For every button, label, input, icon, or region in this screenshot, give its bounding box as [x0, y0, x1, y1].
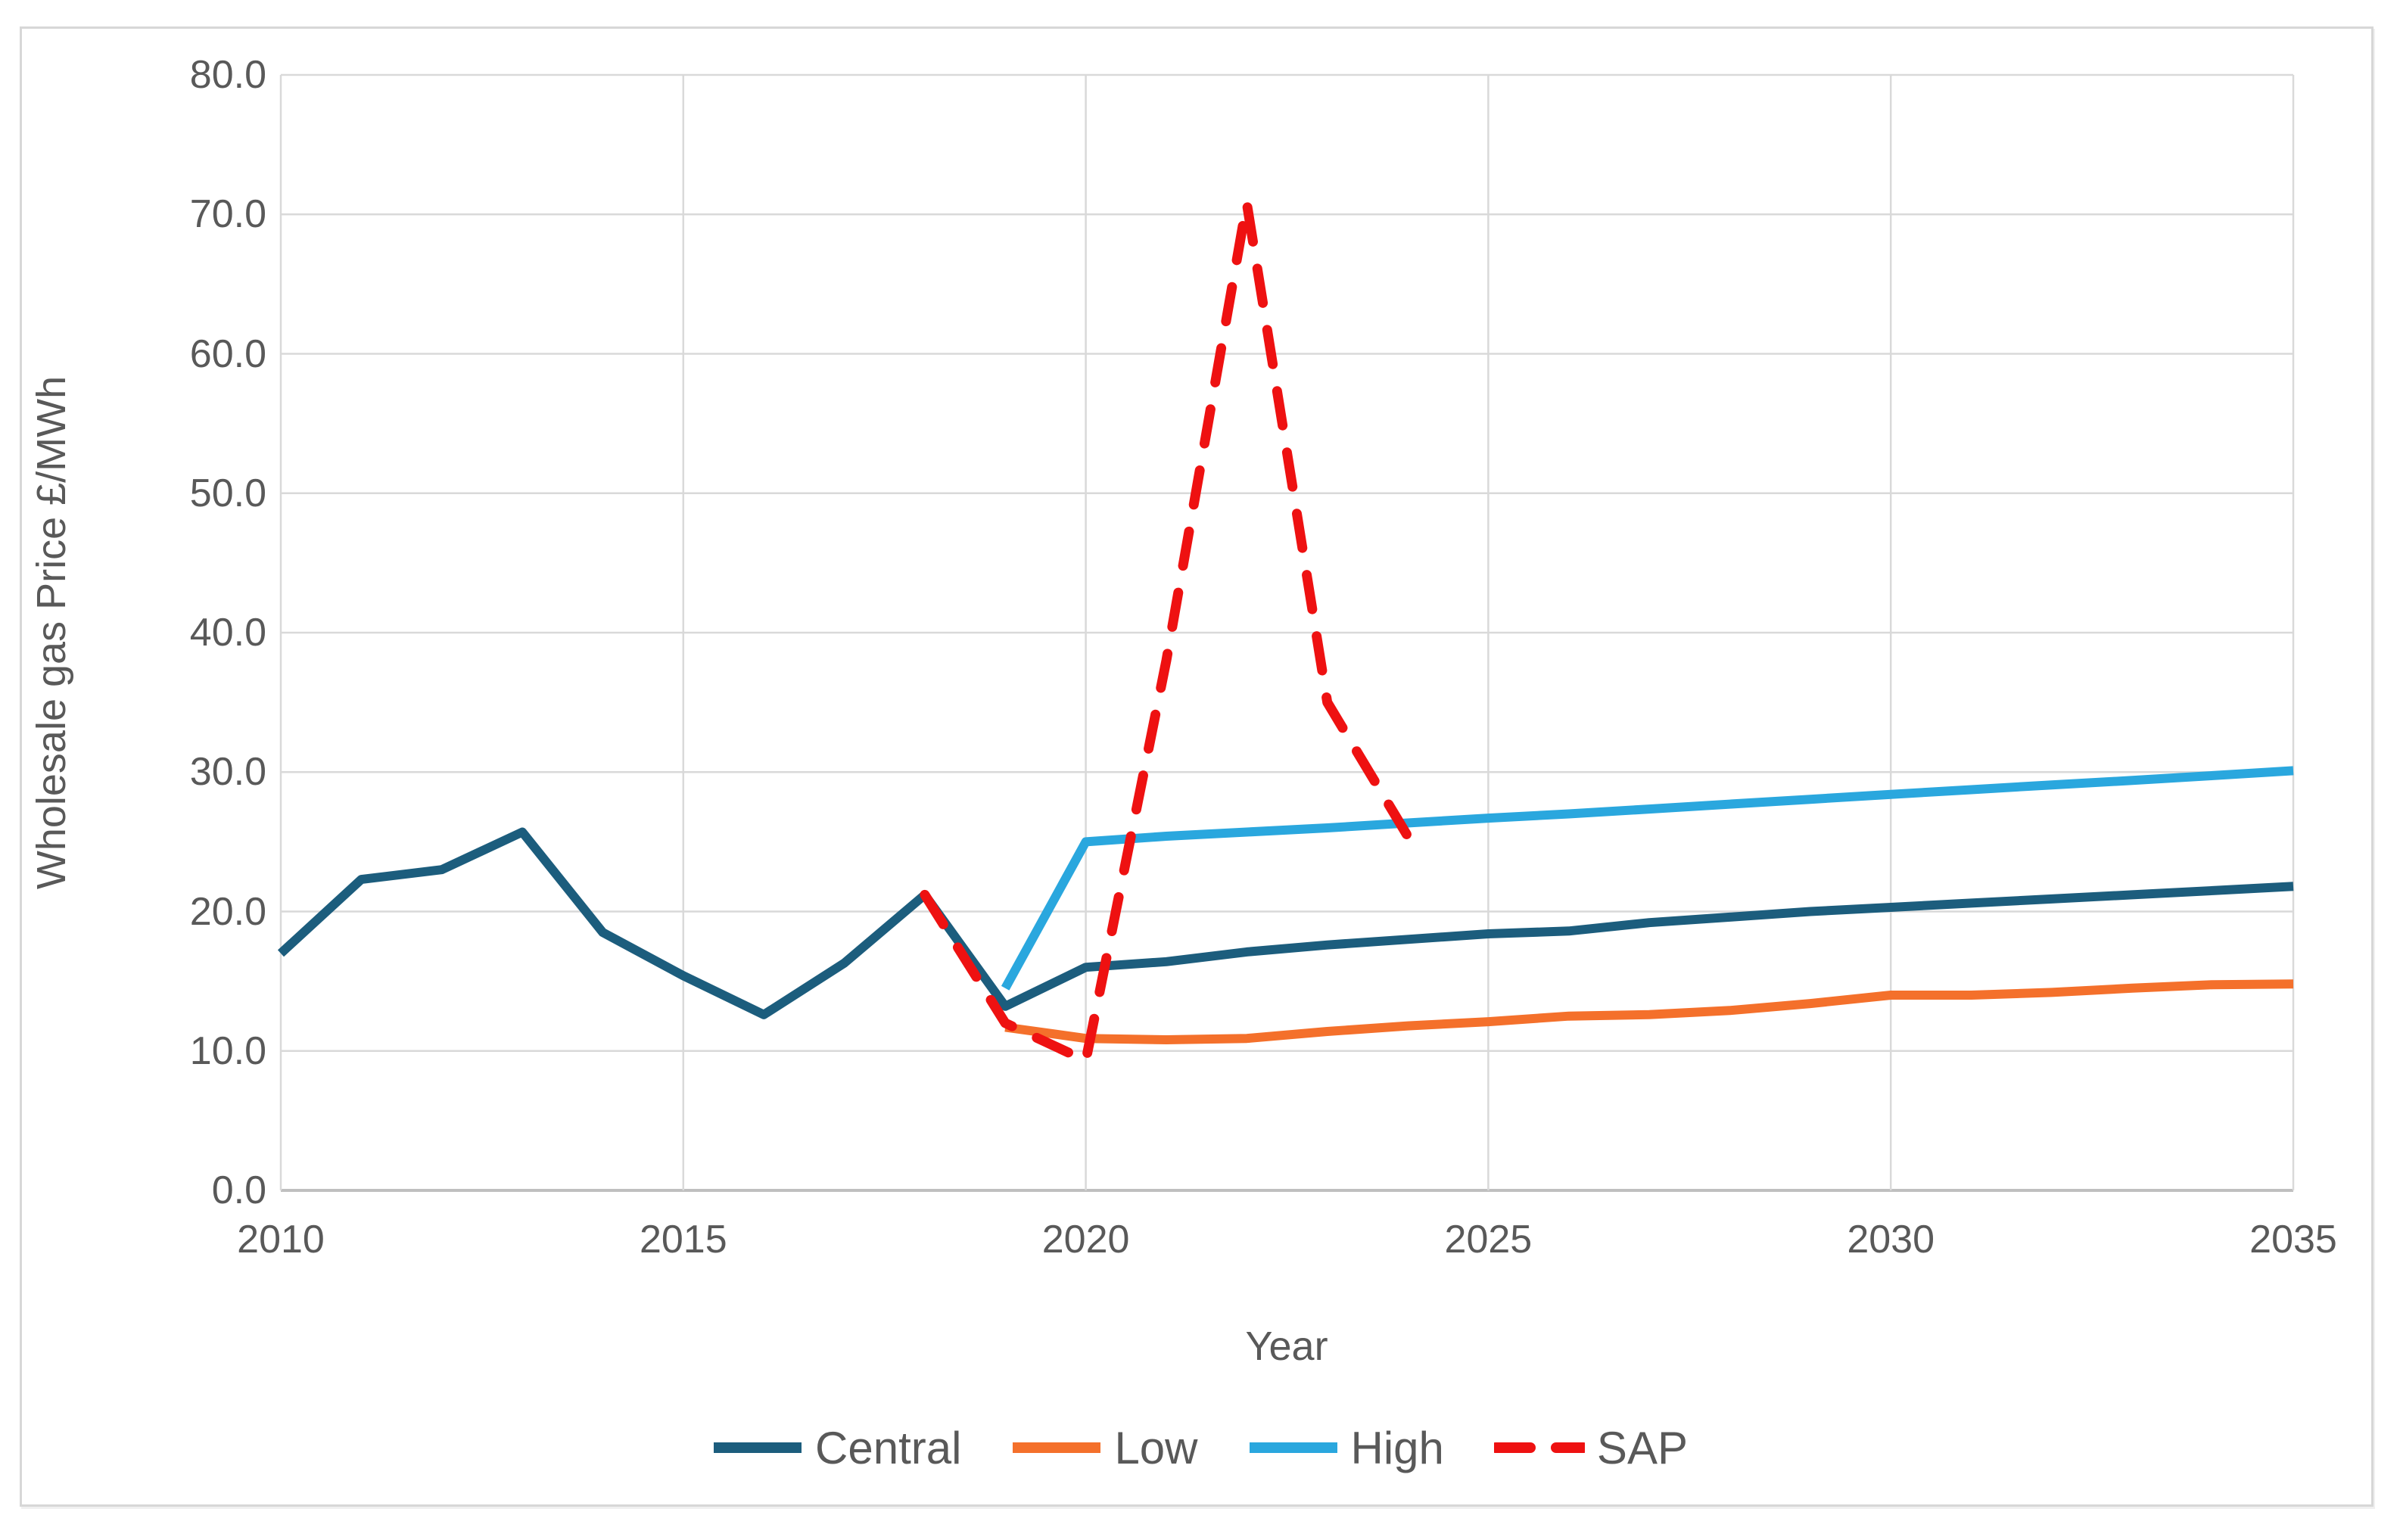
- y-tick-label-10.0: 10.0: [189, 1028, 266, 1073]
- y-tick-label-40.0: 40.0: [189, 611, 266, 655]
- legend-item-central: Central: [712, 1422, 961, 1474]
- legend-swatch-sap: [1493, 1442, 1585, 1453]
- y-tick-label-80.0: 80.0: [189, 53, 266, 97]
- legend-label-low: Low: [1114, 1422, 1198, 1473]
- x-tick-label-2015: 2015: [639, 1218, 727, 1262]
- legend-swatch-high: [1249, 1442, 1337, 1453]
- series-line-sap: [920, 198, 1413, 1066]
- x-tick-label-2020: 2020: [1041, 1218, 1130, 1262]
- x-tick-label-2025: 2025: [1444, 1218, 1533, 1262]
- y-axis-title: Wholesale gas Price £/MWh: [29, 375, 74, 890]
- x-tick-label-2035: 2035: [2249, 1218, 2337, 1262]
- legend-label-sap: SAP: [1596, 1422, 1688, 1473]
- legend-label-high: High: [1350, 1422, 1444, 1473]
- y-tick-label-0.0: 0.0: [211, 1168, 266, 1212]
- chart-frame: [20, 26, 2374, 1507]
- legend-label-central: Central: [815, 1422, 962, 1473]
- y-tick-label-70.0: 70.0: [189, 192, 266, 237]
- y-tick-label-30.0: 30.0: [189, 750, 266, 795]
- series-line-low: [1004, 979, 2294, 1044]
- legend-item-sap: SAP: [1493, 1422, 1688, 1474]
- series-line-high: [1001, 766, 2294, 991]
- y-tick-label-60.0: 60.0: [189, 331, 266, 376]
- y-tick-label-50.0: 50.0: [189, 471, 266, 515]
- legend-item-high: High: [1248, 1422, 1444, 1474]
- series-line-central: [277, 827, 2294, 1019]
- x-axis-title: Year: [1245, 1324, 1328, 1369]
- y-tick-label-20.0: 20.0: [189, 889, 266, 934]
- x-tick-label-2030: 2030: [1847, 1218, 1935, 1262]
- legend-swatch-central: [714, 1442, 802, 1453]
- x-tick-label-2010: 2010: [237, 1218, 325, 1262]
- legend: Central Low High SAP: [0, 1414, 2400, 1482]
- legend-item-low: Low: [1011, 1422, 1198, 1474]
- legend-swatch-low: [1013, 1442, 1101, 1453]
